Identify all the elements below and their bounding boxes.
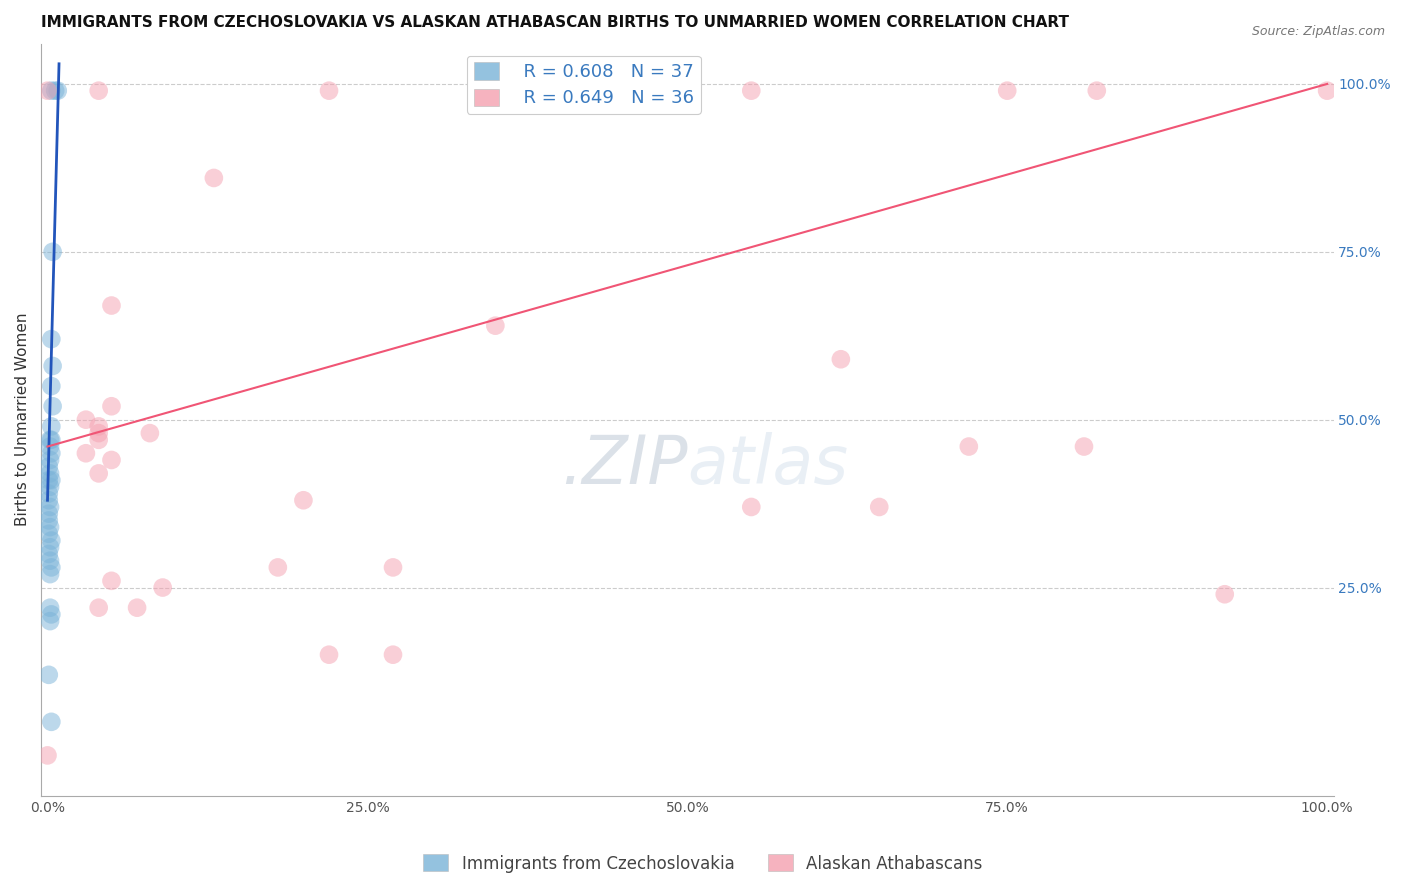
Point	[37, 748, 59, 763]
Text: IMMIGRANTS FROM CZECHOSLOVAKIA VS ALASKAN ATHABASCAN BIRTHS TO UNMARRIED WOMEN C: IMMIGRANTS FROM CZECHOSLOVAKIA VS ALASKA…	[41, 15, 1069, 30]
Point	[39, 480, 62, 494]
Point	[38, 547, 60, 561]
Point	[830, 352, 852, 367]
Point	[87, 433, 110, 447]
Point	[39, 453, 62, 467]
Text: Source: ZipAtlas.com: Source: ZipAtlas.com	[1251, 25, 1385, 38]
Point	[38, 486, 60, 500]
Point	[41, 379, 63, 393]
Point	[574, 84, 596, 98]
Point	[202, 171, 225, 186]
Point	[100, 574, 122, 588]
Point	[41, 332, 63, 346]
Point	[38, 507, 60, 521]
Point	[740, 500, 762, 514]
Point	[46, 84, 69, 98]
Point	[1316, 84, 1339, 98]
Point	[87, 426, 110, 441]
Point	[39, 541, 62, 555]
Point	[41, 446, 63, 460]
Point	[39, 440, 62, 454]
Point	[41, 359, 63, 373]
Point	[41, 533, 63, 548]
Point	[75, 446, 97, 460]
Point	[38, 513, 60, 527]
Point	[100, 399, 122, 413]
Point	[41, 399, 63, 413]
Legend: Immigrants from Czechoslovakia, Alaskan Athabascans: Immigrants from Czechoslovakia, Alaskan …	[416, 847, 990, 880]
Point	[44, 84, 66, 98]
Point	[87, 467, 110, 481]
Point	[1213, 587, 1236, 601]
Point	[267, 560, 290, 574]
Point	[318, 84, 340, 98]
Point	[41, 419, 63, 434]
Point	[38, 459, 60, 474]
Point	[292, 493, 315, 508]
Point	[39, 467, 62, 481]
Point	[38, 493, 60, 508]
Point	[41, 560, 63, 574]
Point	[100, 299, 122, 313]
Point	[139, 426, 162, 441]
Point	[1085, 84, 1108, 98]
Point	[41, 714, 63, 729]
Point	[38, 526, 60, 541]
Point	[39, 554, 62, 568]
Point	[38, 668, 60, 682]
Point	[318, 648, 340, 662]
Point	[740, 84, 762, 98]
Point	[87, 600, 110, 615]
Point	[39, 614, 62, 628]
Point	[75, 412, 97, 426]
Point	[995, 84, 1018, 98]
Point	[957, 440, 980, 454]
Point	[41, 607, 63, 622]
Text: .ZIP: .ZIP	[561, 432, 688, 498]
Point	[39, 600, 62, 615]
Point	[41, 244, 63, 259]
Point	[37, 84, 59, 98]
Point	[39, 520, 62, 534]
Point	[125, 600, 148, 615]
Point	[100, 453, 122, 467]
Point	[152, 581, 174, 595]
Point	[38, 473, 60, 487]
Legend:   R = 0.608   N = 37,   R = 0.649   N = 36: R = 0.608 N = 37, R = 0.649 N = 36	[467, 56, 700, 114]
Y-axis label: Births to Unmarried Women: Births to Unmarried Women	[15, 313, 30, 526]
Point	[868, 500, 890, 514]
Point	[1073, 440, 1095, 454]
Point	[39, 567, 62, 582]
Point	[382, 560, 405, 574]
Point	[41, 84, 63, 98]
Point	[484, 318, 506, 333]
Point	[39, 433, 62, 447]
Point	[87, 84, 110, 98]
Point	[382, 648, 405, 662]
Point	[87, 419, 110, 434]
Text: atlas: atlas	[688, 432, 848, 498]
Point	[41, 473, 63, 487]
Point	[41, 433, 63, 447]
Point	[39, 500, 62, 514]
